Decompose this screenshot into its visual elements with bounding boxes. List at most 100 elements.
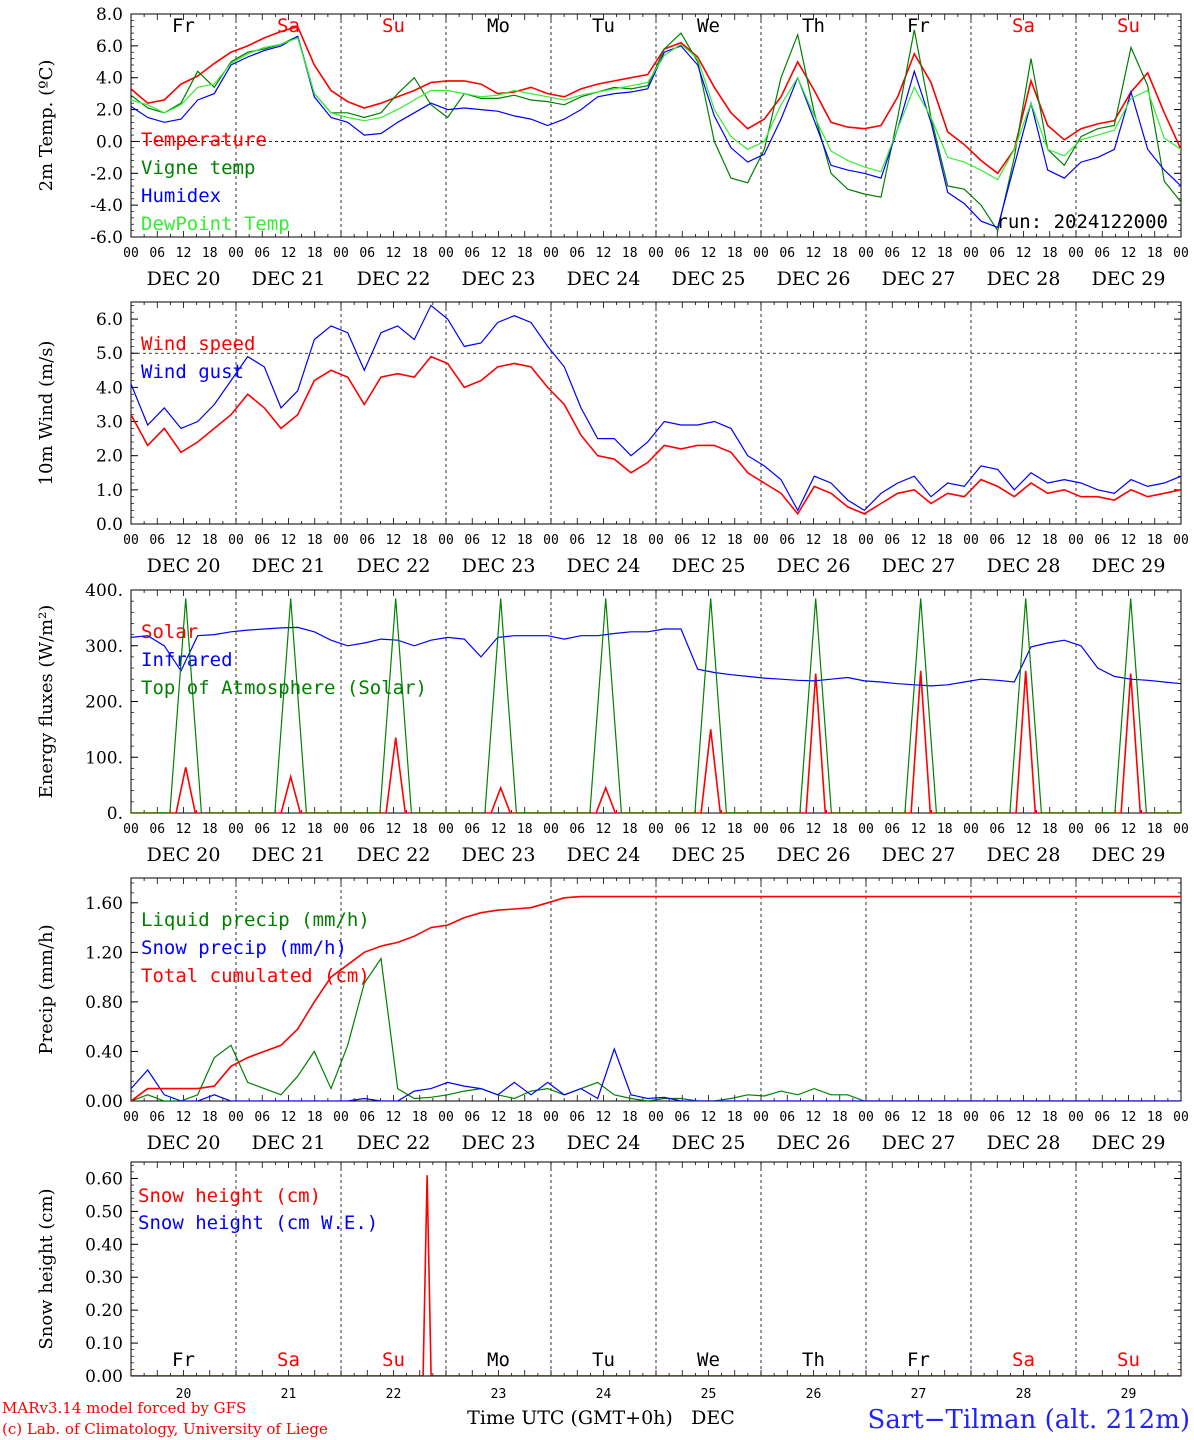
series-line-total-cumulated-cm- [131,895,1181,1101]
weekday-label: Mo [487,15,510,37]
hour-tick-label: 18 [307,533,323,548]
hour-tick-label: 12 [491,1110,507,1125]
hour-tick-label: 18 [622,822,638,837]
hour-tick-label: 18 [307,822,323,837]
hour-tick-label: 00 [753,246,769,261]
hour-tick-label: 18 [727,533,743,548]
weekday-label: Tu [592,15,615,37]
hour-tick-label: 06 [569,1110,585,1125]
y-tick-label: 1.60 [85,894,123,914]
hour-tick-label: 18 [1042,1110,1058,1125]
hour-tick-label: 12 [596,533,612,548]
hour-tick-label: 18 [517,533,533,548]
y-axis-title: 2m Temp. (ºC) [36,60,57,192]
hour-tick-label: 18 [622,246,638,261]
hour-tick-label: 18 [727,822,743,837]
hour-tick-label: 18 [202,246,218,261]
day-number-label: 20 [176,1387,192,1402]
hour-tick-label: 12 [911,822,927,837]
weekday-label: Fr [172,15,195,37]
hour-tick-label: 00 [543,822,559,837]
x-axis-title: Time UTC (GMT+0h) [467,1407,673,1429]
date-label: DEC 20 [147,268,221,290]
hour-tick-label: 18 [1042,822,1058,837]
y-tick-label: 1.0 [96,481,123,501]
hour-tick-label: 06 [779,533,795,548]
y-tick-label: 0.0 [96,515,123,535]
hour-tick-label: 18 [202,822,218,837]
y-tick-label: 100. [85,748,123,768]
hour-tick-label: 12 [176,1110,192,1125]
y-axis-title: Energy fluxes (W/m²) [36,605,57,799]
station-label: Sart−Tilman (alt. 212m) [868,1405,1190,1435]
hour-tick-label: 06 [359,1110,375,1125]
hour-tick-label: 00 [858,533,874,548]
y-axis-title: Precip (mm/h) [36,924,57,1054]
hour-tick-label: 12 [1016,822,1032,837]
hour-tick-label: 06 [674,246,690,261]
date-label: DEC 22 [357,268,431,290]
date-label: DEC 26 [777,268,851,290]
day-number-label: 23 [491,1387,507,1402]
hour-tick-label: 12 [491,822,507,837]
hour-tick-label: 00 [1173,246,1189,261]
date-label: DEC 22 [357,1132,431,1154]
hour-tick-label: 06 [254,822,270,837]
hour-tick-label: 12 [701,246,717,261]
hour-tick-label: 06 [149,246,165,261]
legend-entry: Snow height (cm) [138,1185,321,1207]
hour-tick-label: 12 [1016,1110,1032,1125]
hour-tick-label: 12 [806,533,822,548]
credit-line-1: MARv3.14 model forced by GFS [2,1399,246,1417]
hour-tick-label: 06 [149,822,165,837]
weekday-label: Su [1117,15,1140,37]
hour-tick-label: 18 [1147,533,1163,548]
y-tick-label: -4.0 [90,196,123,216]
day-number-label: 22 [386,1387,402,1402]
series-line-snow-height-cm- [131,1175,1181,1376]
legend-entry: Wind gust [141,361,244,383]
date-label: DEC 22 [357,555,431,577]
hour-tick-label: 00 [753,822,769,837]
date-label: DEC 20 [147,555,221,577]
hour-tick-label: 06 [149,1110,165,1125]
hour-tick-label: 06 [464,1110,480,1125]
weekday-label: Sa [1012,1349,1035,1371]
hour-tick-label: 06 [254,533,270,548]
panel-2: 6.0 5.0 4.0 3.0 2.0 1.0 0.0 10m Wind (m/s) 00 06 1… [36,301,1189,577]
y-tick-label: 0.20 [85,1301,123,1321]
hour-tick-label: 06 [569,246,585,261]
hour-tick-label: 06 [884,246,900,261]
hour-tick-label: 00 [438,1110,454,1125]
y-tick-label: 0.00 [85,1367,123,1387]
legend-entry: Infrared [141,649,233,671]
hour-tick-label: 12 [1016,246,1032,261]
weekday-label: Fr [172,1349,195,1371]
hour-tick-label: 00 [123,822,139,837]
hour-tick-label: 18 [937,1110,953,1125]
hour-tick-label: 18 [622,533,638,548]
date-label: DEC 21 [252,555,326,577]
hour-tick-label: 00 [333,533,349,548]
y-tick-label: 6.0 [96,37,123,57]
hour-tick-label: 00 [648,822,664,837]
y-tick-label: 400. [85,581,123,601]
hour-tick-label: 00 [543,1110,559,1125]
y-axis-title: Snow height (cm) [36,1188,57,1349]
y-tick-label: 0.30 [85,1268,123,1288]
weekday-label: Su [382,15,405,37]
hour-tick-label: 12 [1016,533,1032,548]
y-tick-label: 0.50 [85,1202,123,1222]
hour-tick-label: 18 [832,822,848,837]
hour-tick-label: 00 [333,822,349,837]
hour-tick-label: 06 [674,1110,690,1125]
y-tick-label: 3.0 [96,413,123,433]
date-label: DEC 27 [882,555,956,577]
hour-tick-label: 18 [412,533,428,548]
hour-tick-label: 12 [911,246,927,261]
y-tick-label: 2.0 [96,101,123,121]
date-label: DEC 27 [882,1132,956,1154]
panel-5: 0.60 0.50 0.40 0.30 0.20 0.10 0.00 Snow height … [36,1161,1182,1387]
y-tick-label: 0.40 [85,1042,123,1062]
series-line-liquid-precip-mm-h- [131,956,1181,1101]
